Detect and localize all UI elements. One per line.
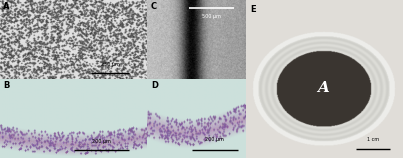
Text: 500 μm: 500 μm (202, 14, 221, 19)
Text: 1 cm: 1 cm (367, 137, 379, 142)
Text: A: A (317, 82, 329, 95)
Text: 250 μm: 250 μm (101, 62, 120, 67)
Text: E: E (251, 5, 256, 14)
Text: B: B (3, 81, 9, 90)
Text: 200 μm: 200 μm (205, 137, 224, 142)
Text: D: D (151, 81, 158, 90)
Text: C: C (151, 2, 157, 11)
Text: 200 μm: 200 μm (92, 139, 111, 144)
Text: A: A (3, 2, 9, 11)
